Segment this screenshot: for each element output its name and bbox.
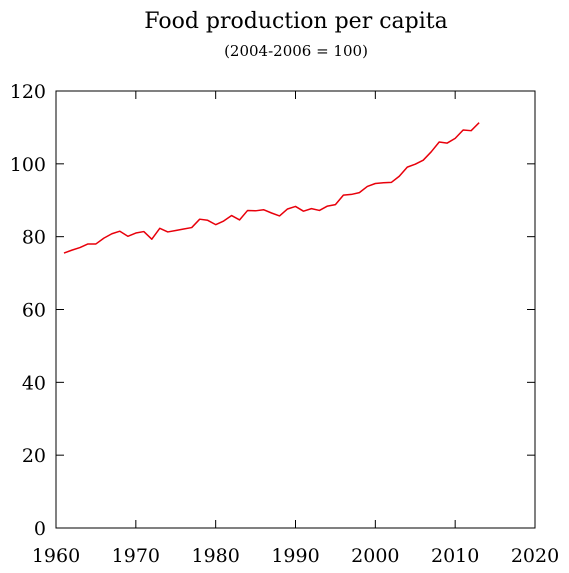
data-point: [175, 230, 176, 231]
data-point: [247, 210, 248, 211]
data-point: [207, 220, 208, 221]
data-point: [359, 192, 360, 193]
data-point: [279, 215, 280, 216]
y-tick-label: 120: [10, 81, 46, 103]
data-point: [303, 211, 304, 212]
plot-frame: [55, 90, 536, 529]
y-tick-label: 20: [22, 445, 46, 467]
data-point: [287, 208, 288, 209]
data-point: [215, 224, 216, 225]
data-point: [471, 130, 472, 131]
data-point: [79, 247, 80, 248]
data-point: [479, 122, 480, 123]
data-point: [119, 231, 120, 232]
data-point: [95, 243, 96, 244]
data-point: [199, 219, 200, 220]
data-point: [415, 164, 416, 165]
y-axis: 0 20 40 60 80 100 120: [10, 81, 535, 540]
x-tick-label: 1980: [191, 545, 239, 567]
data-point: [183, 229, 184, 230]
data-point: [375, 183, 376, 184]
x-tick-label: 2020: [511, 545, 559, 567]
data-point: [231, 215, 232, 216]
series-layer: [63, 122, 480, 254]
data-point: [319, 210, 320, 211]
chart-title: Food production per capita: [144, 9, 447, 34]
y-tick-label: 80: [22, 227, 46, 249]
data-point: [271, 213, 272, 214]
data-point: [135, 233, 136, 234]
data-point: [383, 182, 384, 183]
x-tick-label: 1990: [271, 545, 319, 567]
data-point: [255, 210, 256, 211]
data-point: [223, 221, 224, 222]
data-point: [191, 227, 192, 228]
y-tick-label: 60: [22, 300, 46, 322]
data-point: [399, 176, 400, 177]
data-point: [455, 138, 456, 139]
data-point: [159, 228, 160, 229]
data-point: [447, 143, 448, 144]
data-point: [167, 231, 168, 232]
data-point: [367, 186, 368, 187]
data-point: [391, 182, 392, 183]
data-point: [103, 238, 104, 239]
chart-subtitle: (2004-2006 = 100): [224, 42, 368, 60]
data-point: [463, 129, 464, 130]
data-point: [87, 243, 88, 244]
x-tick-label: 1970: [112, 545, 160, 567]
data-point: [239, 219, 240, 220]
y-tick-label: 100: [10, 154, 46, 176]
data-point: [151, 239, 152, 240]
y-tick-label: 0: [34, 518, 46, 540]
x-tick-label: 2010: [431, 545, 479, 567]
data-point: [439, 141, 440, 142]
series-line: [63, 122, 480, 254]
data-point: [431, 151, 432, 152]
data-point: [335, 204, 336, 205]
data-point: [63, 253, 64, 254]
x-axis: 1960 1970 1980 1990 2000 2010 2020: [32, 91, 559, 567]
data-point: [351, 194, 352, 195]
data-point: [423, 160, 424, 161]
data-point: [407, 167, 408, 168]
data-point: [311, 208, 312, 209]
data-point: [295, 206, 296, 207]
data-point: [263, 209, 264, 210]
data-point: [327, 206, 328, 207]
data-point: [111, 233, 112, 234]
data-point: [343, 195, 344, 196]
x-tick-label: 2000: [351, 545, 399, 567]
data-point: [71, 250, 72, 251]
x-tick-label: 1960: [32, 545, 80, 567]
data-point: [127, 236, 128, 237]
data-point: [143, 231, 144, 232]
y-tick-label: 40: [22, 372, 46, 394]
